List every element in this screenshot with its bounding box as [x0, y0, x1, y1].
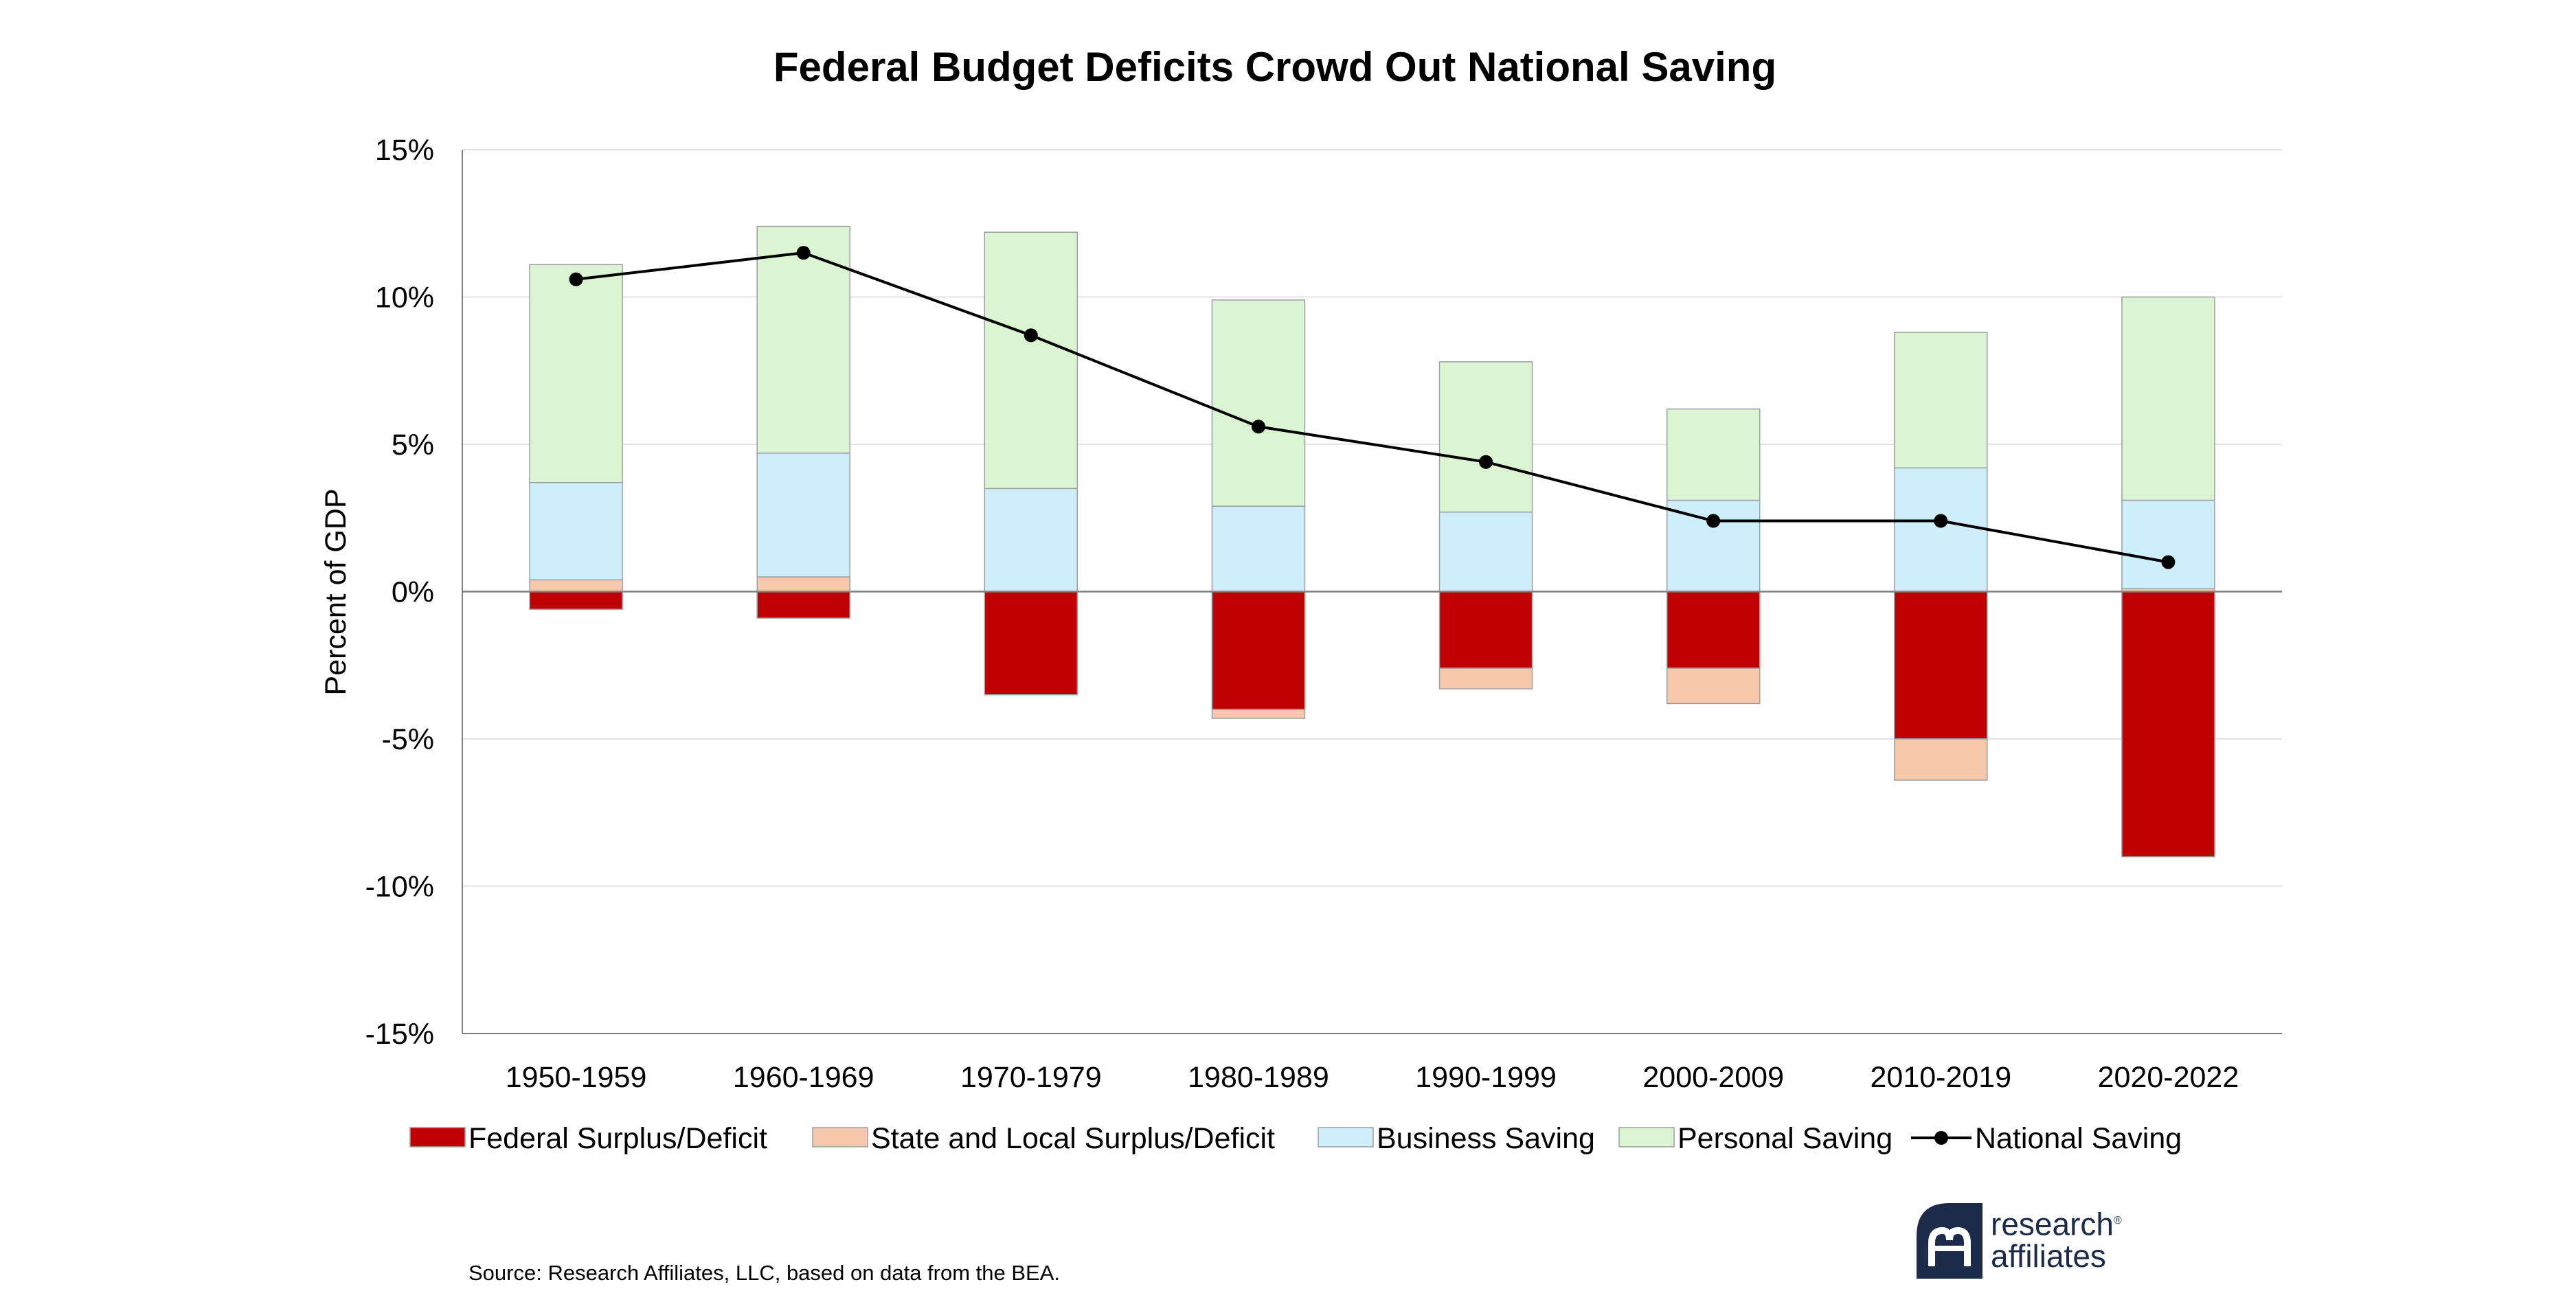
- legend-item: Personal Saving: [1618, 1122, 1893, 1155]
- bar-segment: [1894, 738, 1988, 781]
- bar-segment: [1211, 709, 1306, 719]
- bar-segment: [529, 482, 623, 581]
- bar-segment: [984, 488, 1078, 593]
- x-tick-label: 1950-1959: [506, 1061, 647, 1094]
- national-saving-point: [1024, 328, 1038, 343]
- x-tick-label: 1980-1989: [1188, 1061, 1329, 1094]
- bar-segment: [2121, 499, 2215, 589]
- bar-segment: [529, 579, 623, 593]
- legend-swatch: [1318, 1127, 1374, 1147]
- national-saving-point: [1934, 514, 1948, 528]
- x-tick-labels: 1950-1959 1960-1969 1970-1979 1980-1989 1990…: [506, 1061, 2239, 1094]
- logo-text-line2: affiliates: [1991, 1238, 2106, 1275]
- bar-segment: [984, 231, 1078, 490]
- legend-marker: [1934, 1131, 1948, 1145]
- bar-segment: [1666, 591, 1761, 669]
- legend-label: National Saving: [1975, 1122, 2182, 1155]
- y-tick-labels: 15% 10% 5% 0% -5% -10% -15%: [365, 134, 434, 1051]
- bar-segment: [756, 225, 850, 454]
- legend-item: Business Saving: [1318, 1122, 1595, 1155]
- bar-segment: [1666, 499, 1761, 593]
- bar-segment: [1438, 511, 1533, 593]
- bar-segment: [756, 591, 850, 619]
- bar-segment: [1211, 299, 1306, 507]
- bar-segment: [529, 591, 623, 610]
- bar-segment: [1666, 408, 1761, 501]
- bar-segment: [2121, 296, 2215, 501]
- bar-segment: [2121, 591, 2215, 858]
- y-tick-label: 0%: [392, 576, 434, 609]
- logo-text-line1: research: [1991, 1206, 2114, 1242]
- y-tick-label: -15%: [365, 1018, 434, 1051]
- bar-segment: [756, 453, 850, 578]
- source-note: Source: Research Affiliates, LLC, based …: [468, 1261, 1061, 1285]
- legend-swatch: [1618, 1127, 1675, 1147]
- x-tick-label: 1990-1999: [1415, 1061, 1557, 1094]
- bar-segment: [1666, 667, 1761, 705]
- bar-segment: [529, 264, 623, 483]
- legend-item: Federal Surplus/Deficit: [409, 1122, 767, 1155]
- y-tick-label: -10%: [365, 871, 434, 904]
- bar-segment: [1438, 361, 1533, 513]
- national-saving-point: [1251, 420, 1265, 434]
- national-saving-point: [2161, 555, 2176, 569]
- legend-swatch: [409, 1127, 466, 1147]
- x-tick-label: 2000-2009: [1642, 1061, 1784, 1094]
- bar-segment: [1438, 591, 1533, 669]
- bar-segment: [1894, 467, 1988, 593]
- legend-label: Business Saving: [1377, 1122, 1595, 1155]
- y-tick-label: 5%: [392, 429, 434, 461]
- bar-segment: [1211, 591, 1306, 710]
- national-saving-point: [1706, 514, 1721, 528]
- national-saving-point: [1479, 455, 1493, 469]
- bar-segment: [1894, 591, 1988, 740]
- bars: [529, 225, 2215, 858]
- chart-title: Federal Budget Deficits Crowd Out Nation…: [773, 44, 1776, 90]
- x-tick-label: 2010-2019: [1870, 1061, 2011, 1094]
- x-tick-label: 2020-2022: [2098, 1061, 2239, 1094]
- bar-segment: [1438, 667, 1533, 689]
- legend: Federal Surplus/Deficit State and Local S…: [409, 1122, 2182, 1155]
- bar-segment: [1211, 505, 1306, 593]
- national-saving-point: [569, 272, 583, 286]
- logo-registered-mark: ®: [2113, 1215, 2122, 1226]
- logo-mark-icon: [1917, 1203, 1982, 1279]
- legend-label: State and Local Surplus/Deficit: [871, 1122, 1275, 1155]
- axes: [462, 150, 2282, 1034]
- research-affiliates-logo: research® affiliates: [1917, 1203, 2143, 1279]
- x-tick-label: 1970-1979: [960, 1061, 1102, 1094]
- national-saving-line: [569, 246, 2176, 569]
- y-tick-label: -5%: [382, 723, 434, 756]
- national-saving-point: [796, 246, 811, 260]
- y-axis-label: Percent of GDP: [319, 488, 352, 695]
- legend-label: Personal Saving: [1677, 1122, 1893, 1155]
- bar-segment: [756, 576, 850, 593]
- y-tick-label: 15%: [375, 134, 434, 167]
- legend-item: State and Local Surplus/Deficit: [812, 1122, 1275, 1155]
- x-tick-label: 1960-1969: [733, 1061, 874, 1094]
- national-saving-line-path: [576, 251, 2169, 564]
- bar-segment: [984, 591, 1078, 696]
- legend-swatch: [812, 1127, 868, 1147]
- bar-segment: [1894, 332, 1988, 469]
- legend-label: Federal Surplus/Deficit: [468, 1122, 767, 1155]
- y-tick-label: 10%: [375, 282, 434, 315]
- legend-item: National Saving: [1911, 1122, 2182, 1155]
